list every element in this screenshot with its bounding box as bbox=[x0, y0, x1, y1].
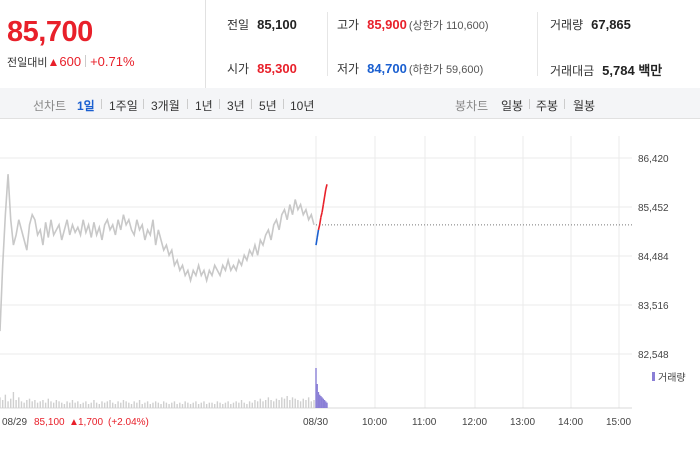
x-tick-label: 15:00 bbox=[606, 417, 631, 428]
divider bbox=[85, 55, 87, 67]
current-price: 85,700 bbox=[7, 16, 93, 48]
stat-prev-close: 전일 85,100 bbox=[227, 16, 297, 36]
change-percent: +0.71% bbox=[90, 54, 135, 69]
today-price-segment bbox=[321, 204, 325, 213]
divider bbox=[537, 12, 538, 76]
stat-value: 5,784 백만 bbox=[602, 63, 663, 78]
stat-value: 85,300 bbox=[257, 61, 297, 76]
stat-open: 시가 85,300 bbox=[227, 60, 297, 80]
tab-monthly-candle[interactable]: 월봉 bbox=[573, 99, 596, 113]
stat-value: 85,100 bbox=[257, 17, 297, 32]
candle-chart-label: 봉차트 bbox=[455, 99, 489, 113]
prev-day-price-line bbox=[0, 174, 315, 332]
stat-label: 고가 bbox=[337, 18, 360, 32]
x-tick-label: 08/30 bbox=[303, 417, 328, 428]
y-tick-label: 84,484 bbox=[638, 252, 669, 263]
price-chart: 86,420 85,452 84,484 83,516 82,548 08/30 10:0… bbox=[0, 136, 686, 428]
divider bbox=[283, 99, 284, 109]
today-price-segment bbox=[316, 229, 320, 238]
stat-label: 거래대금 bbox=[550, 64, 595, 78]
volume-legend-swatch bbox=[652, 372, 655, 381]
today-price-segment bbox=[317, 224, 321, 231]
divider bbox=[143, 99, 144, 109]
prev-change-value: 1,700 bbox=[78, 417, 103, 428]
stat-amount: 거래대금 5,784 백만 bbox=[550, 60, 662, 80]
change-row: 전일대비▲600 +0.71% bbox=[7, 54, 135, 70]
divider bbox=[101, 99, 102, 109]
x-tick-label: 11:00 bbox=[412, 417, 437, 428]
tab-3year[interactable]: 3년 bbox=[227, 99, 245, 113]
volume-legend: 거래량 bbox=[652, 372, 686, 384]
stat-label: 시가 bbox=[227, 62, 250, 76]
tab-1week[interactable]: 1주일 bbox=[109, 99, 138, 113]
stat-sub: (상한가 110,600) bbox=[408, 20, 489, 32]
x-tick-label: 14:00 bbox=[558, 417, 583, 428]
y-axis: 86,420 85,452 84,484 83,516 82,548 bbox=[638, 154, 669, 361]
today-price-segment bbox=[322, 196, 326, 205]
quote-header: 85,700 전일대비▲600 +0.71% 전일 85,100 고가 85,900(… bbox=[0, 0, 700, 89]
tab-1year[interactable]: 1년 bbox=[195, 99, 213, 113]
y-tick-label: 83,516 bbox=[638, 301, 669, 312]
prev-close-value: 85,100 bbox=[34, 417, 65, 428]
y-tick-label: 86,420 bbox=[638, 154, 669, 165]
divider bbox=[219, 99, 220, 109]
divider bbox=[187, 99, 188, 109]
tab-5year[interactable]: 5년 bbox=[259, 99, 277, 113]
divider bbox=[564, 99, 565, 109]
prev-change-arrow: ▲ bbox=[69, 417, 79, 428]
stats-grid: 전일 85,100 고가 85,900 (상한가 110,600) 거래량 67,865… bbox=[210, 0, 700, 88]
divider bbox=[251, 99, 252, 109]
prev-change-pct: (+2.04%) bbox=[108, 417, 149, 428]
price-summary: 85,700 전일대비▲600 +0.71% bbox=[0, 0, 206, 88]
stat-low: 저가 84,700 (하한가 59,600) bbox=[337, 60, 483, 80]
today-price-segment bbox=[320, 211, 323, 218]
stat-label: 저가 bbox=[337, 62, 360, 76]
stat-sub: (하한가 59,600) bbox=[408, 64, 484, 76]
today-price-segment bbox=[323, 189, 327, 198]
line-chart-label: 선차트 bbox=[33, 99, 67, 113]
price-lines bbox=[0, 174, 328, 332]
divider bbox=[327, 12, 328, 76]
tab-daily-candle[interactable]: 일봉 bbox=[501, 99, 524, 113]
x-axis: 08/30 10:00 11:00 12:00 13:00 14:00 15:00 bbox=[303, 417, 631, 428]
volume-bars bbox=[0, 368, 328, 408]
change-label: 전일대비 bbox=[7, 57, 48, 69]
x-tick-label: 12:00 bbox=[462, 417, 487, 428]
today-price-segment bbox=[318, 217, 322, 225]
stat-value: 84,700 bbox=[367, 61, 407, 76]
x-start-label: 08/29 bbox=[2, 417, 27, 428]
divider bbox=[529, 99, 530, 109]
y-tick-label: 82,548 bbox=[638, 350, 669, 361]
stat-value: 85,900 bbox=[367, 17, 407, 32]
tab-weekly-candle[interactable]: 주봉 bbox=[536, 99, 559, 113]
y-tick-label: 85,452 bbox=[638, 203, 669, 214]
stat-value: 67,865 bbox=[591, 17, 631, 32]
chart-grid bbox=[0, 136, 632, 409]
stat-label: 거래량 bbox=[550, 18, 584, 32]
stat-label: 전일 bbox=[227, 18, 250, 32]
stat-volume: 거래량 67,865 bbox=[550, 16, 631, 36]
tab-1day[interactable]: 1일 bbox=[77, 99, 95, 113]
prev-day-info: 08/29 85,100 ▲ 1,700 (+2.04%) bbox=[2, 417, 149, 428]
chart-tabs: 선차트 1일 1주일 3개월 1년 3년 5년 10년 봉차트 일봉 주봉 월봉 bbox=[0, 88, 700, 119]
stat-high: 고가 85,900 (상한가 110,600) bbox=[337, 16, 489, 36]
today-price-segment bbox=[325, 184, 328, 190]
x-tick-label: 13:00 bbox=[510, 417, 535, 428]
volume-legend-label: 거래량 bbox=[658, 372, 686, 384]
tab-3month[interactable]: 3개월 bbox=[151, 99, 180, 113]
change-amount: 600 bbox=[59, 54, 82, 69]
x-tick-label: 10:00 bbox=[362, 417, 387, 428]
up-triangle-icon: ▲ bbox=[47, 55, 60, 69]
tab-10year[interactable]: 10년 bbox=[290, 99, 315, 113]
today-price-segment bbox=[315, 237, 319, 246]
